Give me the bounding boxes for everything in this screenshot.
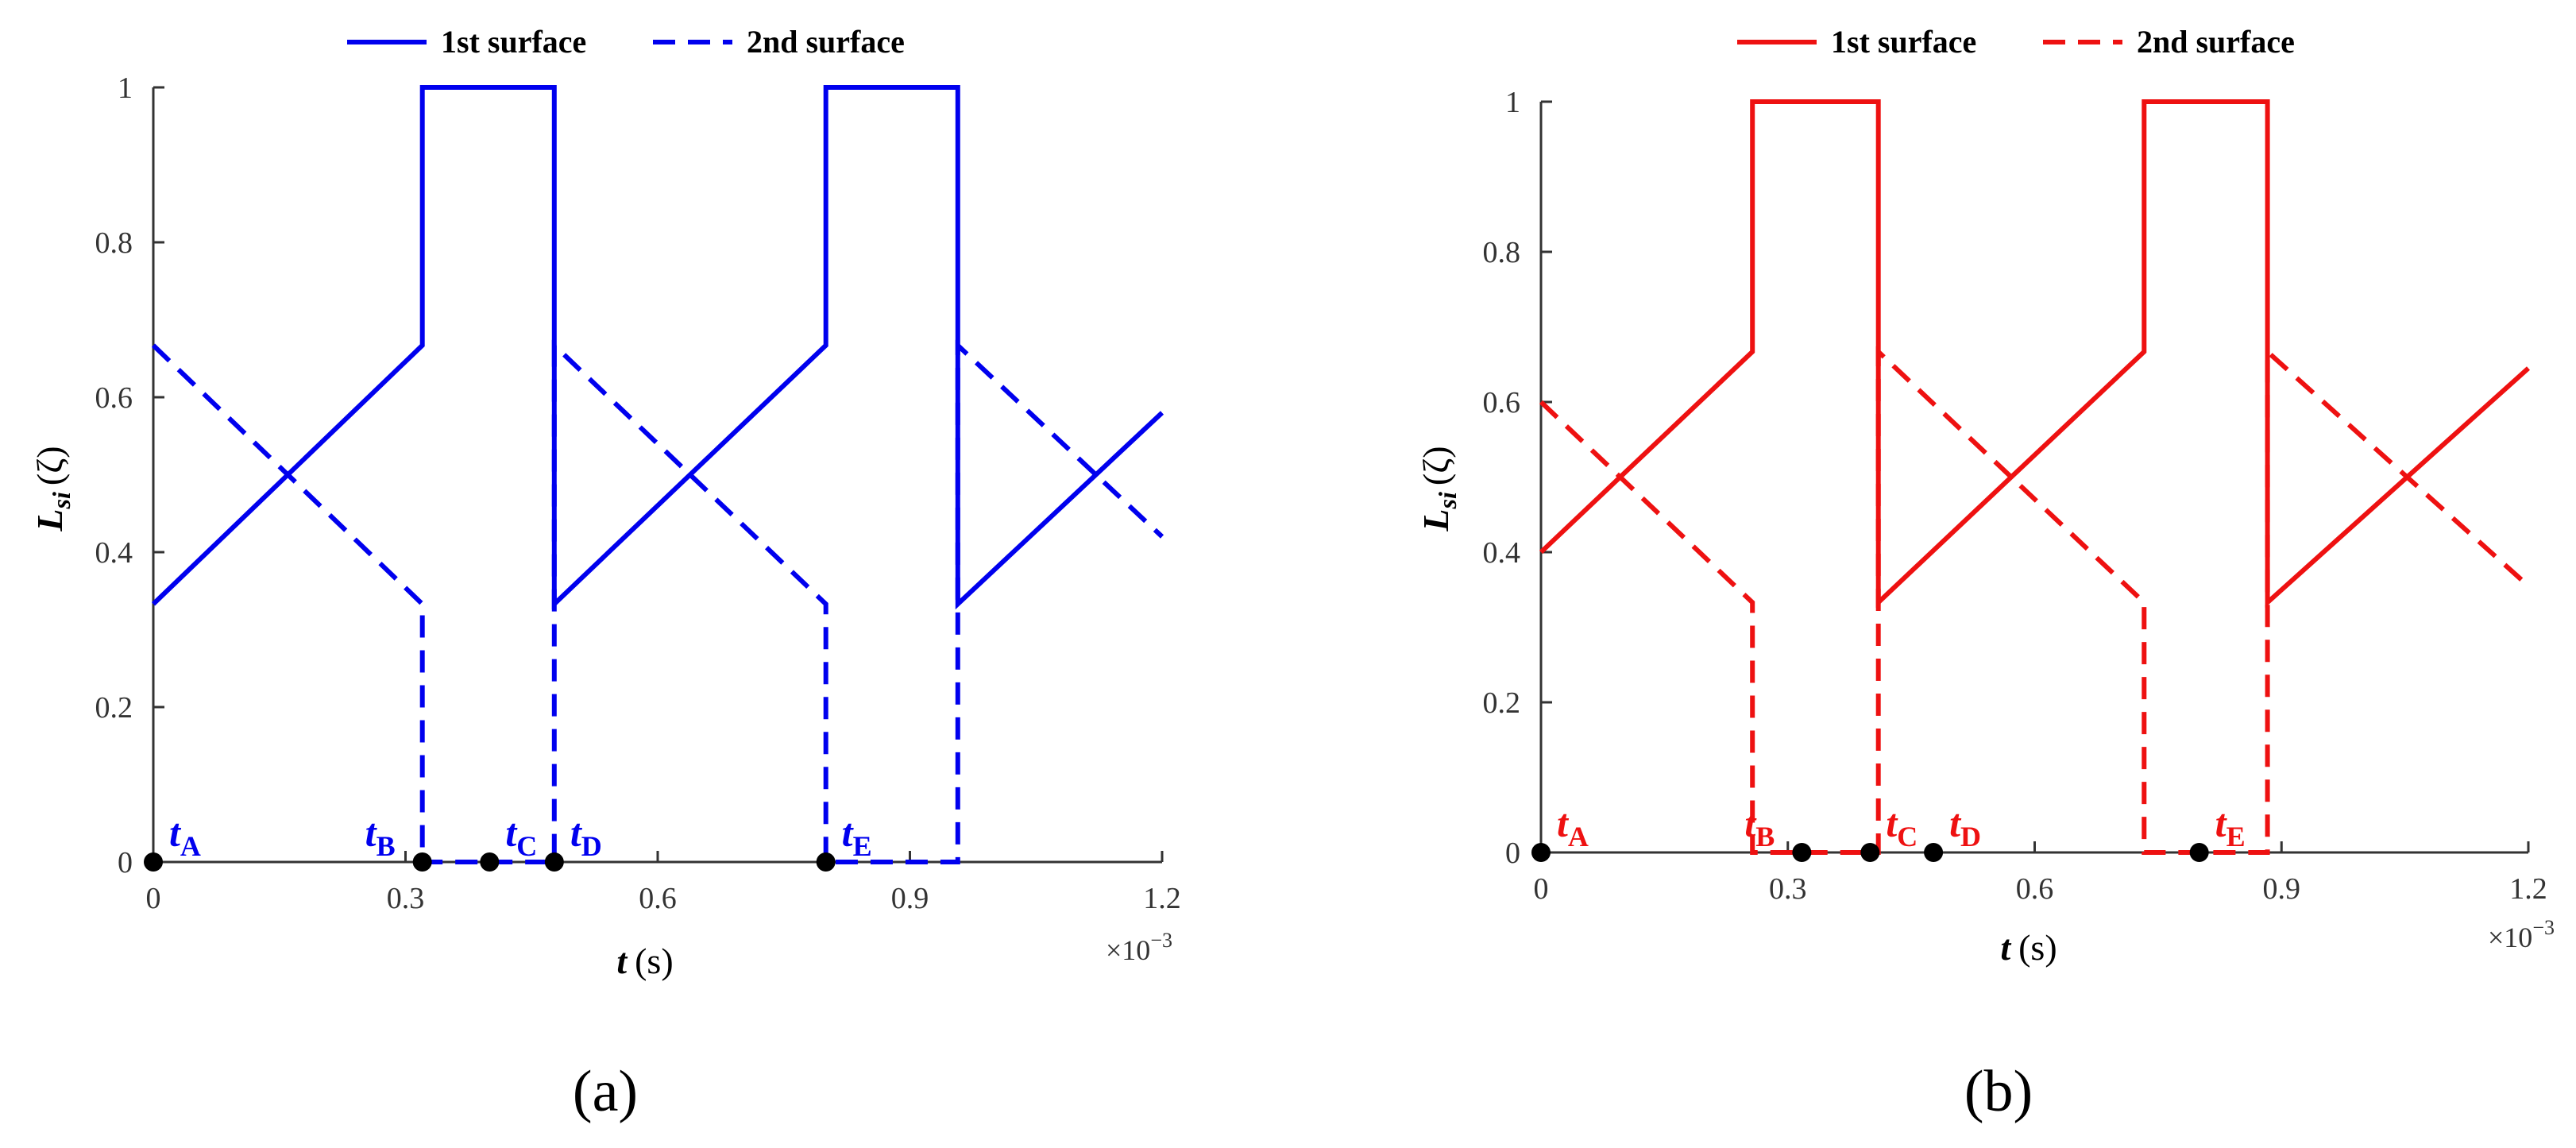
series-2nd-surface bbox=[151, 339, 1164, 864]
legend: 1st surface 2nd surface bbox=[347, 24, 905, 60]
marker-label-a: tA bbox=[169, 810, 201, 862]
x-tick-label: 0.9 bbox=[2263, 872, 2301, 906]
series-1st-surface bbox=[1539, 99, 2531, 609]
marker-label-d: tD bbox=[1949, 801, 1981, 852]
y-tick-label: 0.4 bbox=[95, 536, 133, 570]
panel-b: 1st surface 2nd surface 0 0.3 0.6 0.9 1.2 0 0.… bbox=[1415, 24, 2555, 1124]
marker-label-c: tC bbox=[505, 810, 537, 862]
series-layer bbox=[151, 85, 1164, 864]
x-axis-label: t (s) bbox=[2000, 927, 2057, 968]
y-axis-label: Lsi(ζ) bbox=[29, 446, 75, 531]
y-tick-label: 0 bbox=[118, 846, 133, 879]
axes: 0 0.3 0.6 0.9 1.2 0 0.2 0.4 0.6 0.8 1 bbox=[1483, 86, 2547, 906]
y-tick-label: 0 bbox=[1505, 837, 1520, 870]
marker-point-a bbox=[144, 852, 163, 872]
marker-point-d bbox=[1924, 843, 1944, 862]
x-tick-label: 0.3 bbox=[387, 882, 425, 915]
panel-label: (b) bbox=[1964, 1059, 2033, 1124]
panel-label: (a) bbox=[573, 1059, 638, 1124]
x-axis-label: t (s) bbox=[616, 941, 673, 981]
marker-label-e: tE bbox=[842, 810, 872, 862]
marker-label-a: tA bbox=[1557, 801, 1589, 852]
marker-label-b: tB bbox=[365, 810, 396, 862]
x-tick-label: 0 bbox=[146, 882, 161, 915]
legend-label-1st-surface: 1st surface bbox=[441, 24, 586, 60]
x-tick-label: 1.2 bbox=[1143, 882, 1181, 915]
marker-layer: tA tB tC tD tE bbox=[144, 810, 872, 872]
x-multiplier: ×10−3 bbox=[1106, 929, 1172, 966]
x-tick-label: 0.6 bbox=[2016, 872, 2054, 906]
y-tick-label: 0.8 bbox=[1483, 236, 1521, 269]
marker-point-c bbox=[1860, 843, 1880, 862]
marker-point-e bbox=[816, 852, 836, 872]
y-axis-label: Lsi(ζ) bbox=[1415, 446, 1462, 531]
marker-point-d bbox=[544, 852, 564, 872]
legend-label-1st-surface: 1st surface bbox=[1831, 24, 1976, 60]
y-tick-label: 1 bbox=[1505, 86, 1520, 119]
x-tick-label: 1.2 bbox=[2509, 872, 2547, 906]
y-tick-label: 0.4 bbox=[1483, 536, 1521, 570]
x-tick-label: 0.6 bbox=[639, 882, 677, 915]
marker-label-c: tC bbox=[1886, 801, 1918, 852]
series-layer bbox=[1539, 99, 2531, 855]
marker-point-b bbox=[1792, 843, 1812, 862]
legend-label-2nd-surface: 2nd surface bbox=[2137, 24, 2295, 60]
y-tick-label: 1 bbox=[118, 72, 133, 105]
marker-point-a bbox=[1531, 843, 1551, 862]
marker-label-d: tD bbox=[570, 810, 602, 862]
legend: 1st surface 2nd surface bbox=[1737, 24, 2295, 60]
legend-label-2nd-surface: 2nd surface bbox=[747, 24, 905, 60]
marker-point-b bbox=[412, 852, 432, 872]
marker-label-e: tE bbox=[2215, 801, 2246, 852]
y-tick-label: 0.2 bbox=[1483, 686, 1521, 720]
y-tick-label: 0.8 bbox=[95, 226, 133, 260]
marker-point-c bbox=[480, 852, 500, 872]
marker-point-e bbox=[2189, 843, 2209, 862]
x-multiplier: ×10−3 bbox=[2488, 916, 2555, 953]
x-tick-label: 0.9 bbox=[891, 882, 929, 915]
series-2nd-surface bbox=[1539, 346, 2531, 855]
x-tick-label: 0.3 bbox=[1769, 872, 1807, 906]
series-1st-surface bbox=[151, 85, 1164, 610]
marker-layer: tA tB tC tD tE bbox=[1531, 801, 2246, 862]
x-tick-label: 0 bbox=[1534, 872, 1549, 906]
y-tick-label: 0.2 bbox=[95, 691, 133, 725]
y-tick-label: 0.6 bbox=[95, 381, 133, 415]
panel-a: 1st surface 2nd surface 0 0.3 0.6 0.9 1.2 0 0.… bbox=[29, 24, 1181, 1124]
y-tick-label: 0.6 bbox=[1483, 386, 1521, 419]
axes: 0 0.3 0.6 0.9 1.2 0 0.2 0.4 0.6 0.8 1 bbox=[95, 72, 1181, 915]
marker-label-b: tB bbox=[1744, 801, 1775, 852]
